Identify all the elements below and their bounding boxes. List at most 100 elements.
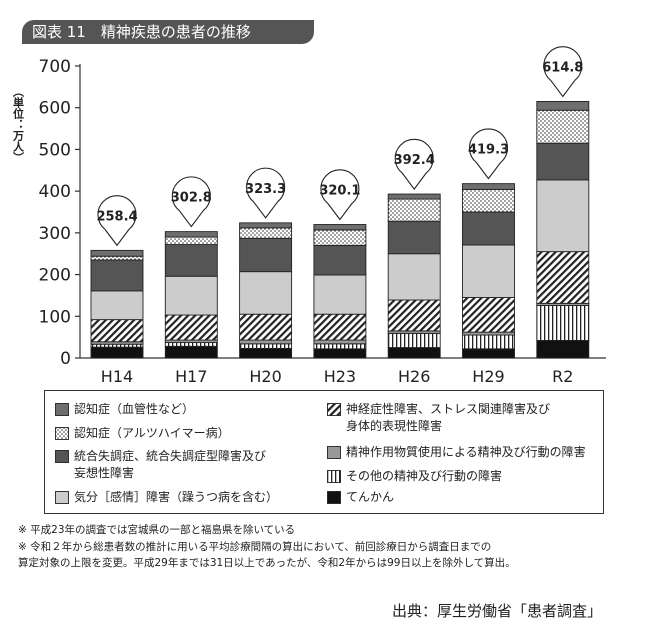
x-tick-label: H29 xyxy=(472,367,504,386)
legend-text: 統合失調症、統合失調症型障害及び xyxy=(74,449,267,463)
bar-segment-alz-R2 xyxy=(536,109,590,144)
chart-title: 図表 11 精神疾患の患者の推移 xyxy=(22,20,314,44)
total-label: 419.3 xyxy=(468,143,509,158)
legend-text: 認知症（アルツハイマー病） xyxy=(74,426,230,440)
bar-segment-neurotic-H26 xyxy=(387,299,441,332)
legend-swatch-schizo xyxy=(55,450,69,463)
bar-segment-other-H17 xyxy=(164,342,218,347)
y-tick-label: 300 xyxy=(39,224,71,244)
bar-segment-substance-H20 xyxy=(239,339,293,345)
legend-swatch-alz xyxy=(55,427,69,440)
y-tick-label: 500 xyxy=(39,140,71,160)
note-3: 算定対象の上限を変更。平成29年までは31日以上であったが、令和2年からは99日… xyxy=(18,557,516,569)
bar-segment-schizo-H26 xyxy=(387,220,441,255)
bar-segment-alz-H17 xyxy=(164,236,218,245)
axes: 0 100 200 300 400 500 600 700 H14 H17 H20 H23 H26 H29… xyxy=(39,57,606,386)
total-label: 392.4 xyxy=(394,153,435,168)
y-tick-label: 0 xyxy=(60,349,71,369)
x-tick-label: H17 xyxy=(175,367,207,386)
bar-segment-vascular-H26 xyxy=(387,193,441,200)
total-label: 323.3 xyxy=(245,182,286,197)
x-tick-label: R2 xyxy=(552,367,573,386)
legend-swatch-substance xyxy=(327,446,341,459)
source-credit: 出典：厚生労働省「患者調査」 xyxy=(391,602,602,620)
bars xyxy=(90,101,590,359)
bar-segment-vascular-H29 xyxy=(462,183,515,190)
bar-segment-neurotic-H14 xyxy=(90,319,144,343)
legend-item-schizo: 統合失調症、統合失調症型障害及び 妄想性障害 xyxy=(55,448,266,482)
legend-text: 神経症性障害、ストレス関連障害及び xyxy=(346,402,551,416)
legend-text: 気分［感情］障害（躁うつ病を含む） xyxy=(74,490,279,504)
bar-segment-schizo-H23 xyxy=(313,244,367,276)
bar-segment-other-H20 xyxy=(239,343,293,349)
total-callout-bubble xyxy=(171,176,211,228)
bar-segment-mood-H14 xyxy=(90,290,144,321)
bar-segment-vascular-H23 xyxy=(313,224,367,231)
legend-text: 認知症（血管性など） xyxy=(74,402,195,416)
bar-segment-mood-H29 xyxy=(462,244,515,298)
bar-segment-schizo-H29 xyxy=(462,211,515,246)
total-callout-bubble xyxy=(468,128,509,180)
y-axis-label: （単位：万人） xyxy=(12,86,26,163)
bar-segment-mood-H23 xyxy=(313,274,367,315)
legend-text: 妄想性障害 xyxy=(74,466,135,480)
y-tick-label: 100 xyxy=(39,307,71,327)
legend-item-other: その他の精神及び行動の障害 xyxy=(327,468,502,485)
bar-segment-alz-H26 xyxy=(387,198,441,222)
bar-segment-epilepsy-H17 xyxy=(164,345,218,359)
bar-segment-vascular-H14 xyxy=(90,249,144,257)
y-tick-label: 600 xyxy=(39,99,71,119)
bar-segment-alz-H20 xyxy=(239,227,293,239)
total-callouts: 258.4 302.8 323.3 320.1 392.4 419.3 614.8 xyxy=(96,46,583,247)
note-2: ※ 令和２年から総患者数の推計に用いる平均診療間隔の算出において、前回診療日から… xyxy=(18,541,492,553)
bar-segment-mood-R2 xyxy=(536,179,590,253)
legend: 認知症（血管性など） 認知症（アルツハイマー病） 統合失調症、統合失調症型障害及び妄… xyxy=(44,390,604,514)
bar-segment-mood-H20 xyxy=(239,271,293,315)
legend-item-mood: 気分［感情］障害（躁うつ病を含む） xyxy=(55,489,278,506)
bar-segment-schizo-H17 xyxy=(164,244,218,277)
note-1: ※ 平成23年の調査では宮城県の一部と福島県を除いている xyxy=(18,524,296,536)
y-axis-label-text: （単位：万人） xyxy=(12,86,26,163)
legend-text: 身体的表現性障害 xyxy=(346,419,443,433)
legend-text: その他の精神及び行動の障害 xyxy=(346,469,503,483)
bar-segment-schizo-H20 xyxy=(239,237,293,273)
legend-item-epilepsy: てんかん xyxy=(327,489,394,506)
legend-item-substance: 精神作用物質使用による精神及び行動の障害 xyxy=(327,444,586,461)
bar-segment-mood-H26 xyxy=(387,253,441,301)
bar-segment-alz-H29 xyxy=(462,189,515,213)
bar-segment-alz-H14 xyxy=(90,255,144,261)
total-label: 320.1 xyxy=(319,184,360,199)
legend-text: 精神作用物質使用による精神及び行動の障害 xyxy=(346,445,586,459)
bar-segment-mood-H17 xyxy=(164,275,218,316)
total-callout-bubble xyxy=(246,167,286,219)
bar-segment-vascular-R2 xyxy=(536,101,590,111)
x-tick-label: H20 xyxy=(249,367,281,386)
total-label: 258.4 xyxy=(96,209,137,224)
bar-segment-vascular-H17 xyxy=(164,231,218,238)
total-callout-bubble xyxy=(394,138,434,190)
total-label: 302.8 xyxy=(171,191,212,206)
bar-segment-neurotic-H20 xyxy=(239,313,293,341)
legend-swatch-vascular xyxy=(55,403,69,416)
total-callout-bubble xyxy=(320,169,360,221)
bar-segment-schizo-R2 xyxy=(536,142,590,181)
bar-segment-substance-H23 xyxy=(313,339,367,345)
bar-segment-alz-H23 xyxy=(313,229,367,246)
legend-item-vascular: 認知症（血管性など） xyxy=(55,401,194,418)
x-tick-label: H14 xyxy=(101,367,133,386)
bar-segment-other-R2 xyxy=(536,304,590,341)
stacked-bar-chart: （単位：万人） 0 100 200 300 400 500 600 700 H14 H17 H20 H… xyxy=(12,46,606,386)
bar-segment-epilepsy-H23 xyxy=(313,348,367,359)
bar-segment-other-H23 xyxy=(313,343,367,350)
y-tick-label: 400 xyxy=(39,182,71,202)
total-callout-bubble xyxy=(97,195,137,247)
legend-swatch-mood xyxy=(55,491,69,504)
bar-segment-schizo-H14 xyxy=(90,259,144,292)
y-tick-label: 200 xyxy=(39,266,71,286)
legend-item-neurotic: 神経症性障害、ストレス関連障害及び 身体的表現性障害 xyxy=(327,401,550,435)
legend-text: てんかん xyxy=(346,490,395,504)
bar-segment-neurotic-H23 xyxy=(313,313,367,341)
bar-segment-neurotic-R2 xyxy=(536,251,590,304)
bar-segment-epilepsy-H29 xyxy=(462,348,515,359)
x-tick-label: H23 xyxy=(324,367,356,386)
